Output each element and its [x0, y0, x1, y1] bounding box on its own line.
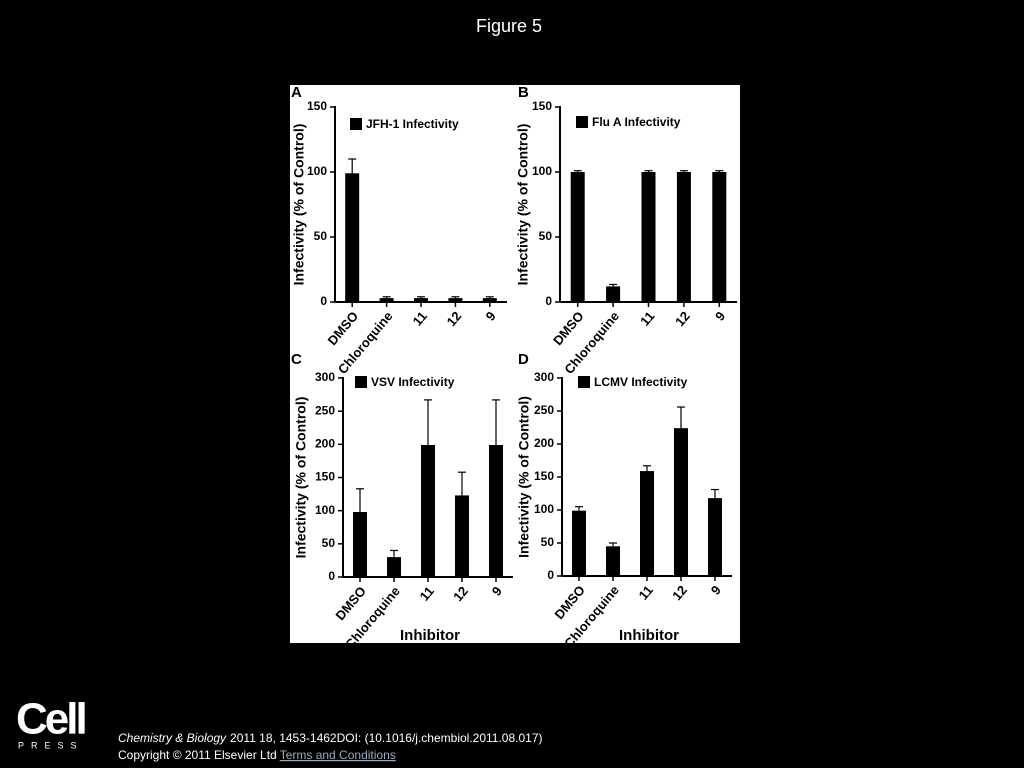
- legend-swatch: [350, 118, 362, 130]
- journal: Chemistry & Biology: [118, 731, 227, 745]
- legend-swatch: [578, 376, 590, 388]
- y-tick-label: 150: [534, 469, 554, 483]
- legend-swatch: [355, 376, 367, 388]
- bar: [640, 471, 654, 576]
- copyright: Copyright © 2011 Elsevier Ltd: [118, 748, 277, 762]
- logo: Cell: [16, 695, 85, 744]
- legend-label: Flu A Infectivity: [592, 115, 681, 129]
- y-axis-label: Infectivity (% of Control): [515, 124, 531, 286]
- panel-label: D: [518, 351, 529, 368]
- bar: [676, 172, 691, 302]
- y-tick-label: 100: [315, 503, 335, 517]
- citation-text: 2011 18, 1453-1462DOI: (10.1016/j.chembi…: [230, 731, 542, 745]
- y-tick-label: 100: [532, 164, 552, 178]
- y-tick-label: 300: [534, 370, 554, 384]
- bar: [353, 511, 367, 577]
- bar: [674, 428, 688, 576]
- y-tick-label: 150: [532, 99, 552, 113]
- bar: [712, 172, 727, 302]
- y-tick-label: 100: [534, 502, 554, 516]
- y-axis-label: Infectivity (% of Control): [291, 124, 307, 286]
- y-tick-label: 250: [315, 403, 335, 417]
- copyright-line: Copyright © 2011 Elsevier Ltd Terms and C…: [118, 748, 396, 762]
- bar: [489, 444, 503, 577]
- bar: [572, 510, 586, 576]
- y-tick-label: 0: [320, 294, 327, 308]
- legend-swatch: [576, 116, 588, 128]
- y-tick-label: 0: [545, 294, 552, 308]
- y-tick-label: 150: [307, 99, 327, 113]
- y-tick-label: 0: [328, 569, 335, 583]
- y-tick-label: 50: [322, 536, 336, 550]
- y-tick-label: 250: [534, 403, 554, 417]
- bar: [570, 172, 585, 302]
- y-tick-label: 200: [315, 437, 335, 451]
- citation: Chemistry & Biology 2011 18, 1453-1462DOI…: [118, 731, 543, 745]
- bar: [345, 173, 360, 302]
- y-tick-label: 50: [539, 229, 553, 243]
- legend-label: VSV Infectivity: [371, 375, 455, 389]
- y-tick-label: 150: [315, 470, 335, 484]
- y-tick-label: 50: [541, 535, 555, 549]
- y-tick-label: 0: [547, 568, 554, 582]
- y-axis-label: Infectivity (% of Control): [293, 397, 309, 559]
- panel-label: B: [518, 84, 529, 101]
- bar: [387, 557, 401, 577]
- bar: [606, 546, 620, 576]
- bar: [448, 298, 463, 302]
- bar: [421, 444, 435, 577]
- bar: [606, 286, 621, 302]
- bar: [482, 298, 497, 302]
- bar: [379, 298, 394, 302]
- y-tick-label: 200: [534, 436, 554, 450]
- x-axis-label: Inhibitor: [619, 627, 679, 644]
- panel-label: C: [291, 351, 302, 368]
- logo-sub: PRESS: [18, 740, 84, 750]
- y-axis-label: Infectivity (% of Control): [516, 396, 532, 558]
- y-tick-label: 100: [307, 164, 327, 178]
- bar: [414, 298, 428, 302]
- legend-label: JFH-1 Infectivity: [366, 117, 459, 131]
- y-tick-label: 50: [314, 229, 328, 243]
- bar: [641, 172, 656, 302]
- x-axis-label: Inhibitor: [400, 627, 460, 644]
- bar: [455, 495, 469, 577]
- panel-label: A: [291, 84, 302, 101]
- y-tick-label: 300: [315, 370, 335, 384]
- slide-title: Figure 5: [476, 16, 542, 36]
- terms-link[interactable]: Terms and Conditions: [280, 748, 396, 762]
- bar: [708, 498, 722, 576]
- legend-label: LCMV Infectivity: [594, 375, 688, 389]
